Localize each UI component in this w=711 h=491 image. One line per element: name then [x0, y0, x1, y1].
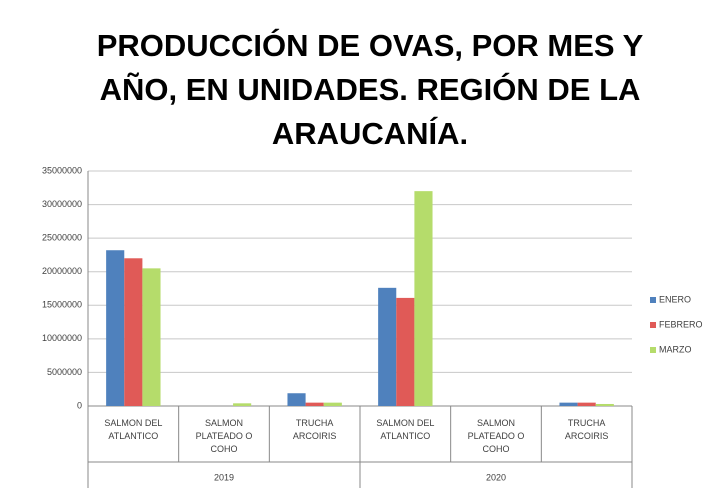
- x-tick-label: SALMON PLATEADO O COHO: [468, 418, 525, 454]
- y-tick-label: 20000000: [42, 266, 82, 276]
- bar: [378, 287, 397, 406]
- y-tick-label: 25000000: [42, 233, 82, 243]
- bar: [323, 402, 342, 406]
- y-tick-label: 35000000: [42, 165, 82, 175]
- bar: [414, 191, 433, 406]
- chart-title: PRODUCCIÓN DE OVAS, POR MES Y AÑO, EN UNI…: [97, 27, 644, 151]
- legend-swatch: [650, 347, 656, 353]
- bar: [396, 297, 415, 406]
- bar: [124, 258, 143, 406]
- bar: [287, 393, 306, 406]
- group-label: 2019: [214, 472, 234, 482]
- legend-swatch: [650, 297, 656, 303]
- x-tick-label: SALMON DEL ATLANTICO: [376, 418, 434, 441]
- y-tick-label: 0: [77, 400, 82, 410]
- legend-label: ENERO: [659, 294, 691, 304]
- legend-label: MARZO: [659, 344, 692, 354]
- x-tick-label: SALMON PLATEADO O COHO: [196, 418, 253, 454]
- legend-swatch: [650, 322, 656, 328]
- bar: [305, 402, 324, 406]
- bar: [233, 403, 252, 406]
- group-label: 2020: [486, 472, 506, 482]
- bar: [142, 268, 161, 406]
- y-tick-label: 5000000: [47, 367, 82, 377]
- y-tick-label: 30000000: [42, 199, 82, 209]
- bar: [595, 403, 614, 406]
- legend-label: FEBRERO: [659, 319, 703, 329]
- x-tick-label: TRUCHA ARCOIRIS: [293, 418, 337, 441]
- bar: [559, 402, 578, 406]
- y-tick-label: 15000000: [42, 300, 82, 310]
- x-tick-label: TRUCHA ARCOIRIS: [565, 418, 609, 441]
- y-tick-label: 10000000: [42, 333, 82, 343]
- bar: [106, 250, 125, 406]
- x-tick-label: SALMON DEL ATLANTICO: [104, 418, 162, 441]
- bar: [577, 402, 596, 406]
